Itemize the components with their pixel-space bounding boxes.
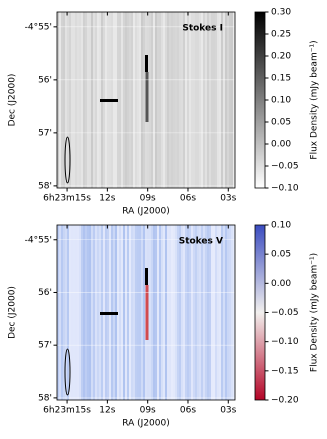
y-axis-label: Dec (J2000) bbox=[8, 74, 18, 127]
colorbar-tick-label: −0.10 bbox=[271, 184, 299, 194]
colorbar-tick-label: −0.05 bbox=[271, 162, 299, 172]
y-tick-label: -4°55' bbox=[25, 22, 52, 32]
colorbar-tick-label: 0.25 bbox=[271, 30, 291, 40]
x-tick-label: 03s bbox=[220, 406, 236, 416]
plot-frame bbox=[56, 224, 236, 401]
colorbar-tick-label: 0.15 bbox=[271, 74, 291, 84]
colorbar-tick-label: 0.10 bbox=[271, 96, 291, 106]
marker bbox=[145, 55, 148, 72]
marker bbox=[145, 268, 148, 285]
colorbar-tick-label: 0.00 bbox=[271, 279, 291, 289]
beam bbox=[64, 348, 71, 396]
x-axis-label: RA (J2000) bbox=[122, 207, 170, 217]
y-tick-label: 58' bbox=[38, 181, 52, 191]
colorbar-tick-label: 0.00 bbox=[271, 140, 291, 150]
marker bbox=[100, 99, 118, 102]
colorbar-tick-label: −0.20 bbox=[271, 396, 299, 406]
x-tick-label: 6h23m15s bbox=[43, 194, 91, 204]
y-axis-label: Dec (J2000) bbox=[8, 286, 18, 339]
x-tick-label: 09s bbox=[140, 406, 156, 416]
colorbar-tick-label: 0.05 bbox=[271, 250, 291, 260]
beam bbox=[64, 136, 71, 184]
colorbar-tick-label: 0.05 bbox=[271, 118, 291, 128]
x-axis-label: RA (J2000) bbox=[122, 419, 170, 429]
colorbar-tick-label: −0.05 bbox=[271, 308, 299, 318]
colorbar-label: Flux Density (mJy beam⁻¹) bbox=[310, 40, 320, 159]
x-tick-label: 06s bbox=[180, 406, 196, 416]
y-tick-label: 56' bbox=[38, 288, 52, 298]
x-tick-label: 03s bbox=[220, 194, 236, 204]
x-tick-label: 12s bbox=[99, 406, 115, 416]
x-tick-label: 09s bbox=[140, 194, 156, 204]
y-tick-label: 56' bbox=[38, 75, 52, 85]
marker bbox=[100, 312, 118, 315]
colorbar bbox=[254, 224, 266, 401]
colorbar-tick-label: 0.20 bbox=[271, 52, 291, 62]
colorbar-tick-label: 0.10 bbox=[271, 221, 291, 231]
y-tick-label: 57' bbox=[38, 128, 52, 138]
image bbox=[57, 12, 235, 188]
colorbar-tick-label: −0.10 bbox=[271, 337, 299, 347]
colorbar-label: Flux Density (mJy beam⁻¹) bbox=[310, 253, 320, 372]
plot-frame bbox=[56, 11, 236, 189]
source bbox=[145, 285, 149, 340]
panel-title: Stokes I bbox=[182, 24, 223, 34]
source bbox=[145, 72, 149, 122]
y-tick-label: 58' bbox=[38, 393, 52, 403]
y-tick-label: -4°55' bbox=[25, 235, 52, 245]
x-tick-label: 6h23m15s bbox=[43, 406, 91, 416]
x-tick-label: 06s bbox=[180, 194, 196, 204]
colorbar-tick-label: −0.15 bbox=[271, 366, 299, 376]
x-tick-label: 12s bbox=[99, 194, 115, 204]
panel-title: Stokes V bbox=[179, 237, 223, 247]
y-tick-label: 57' bbox=[38, 341, 52, 351]
colorbar-tick-label: 0.30 bbox=[271, 8, 291, 18]
colorbar bbox=[254, 11, 266, 189]
